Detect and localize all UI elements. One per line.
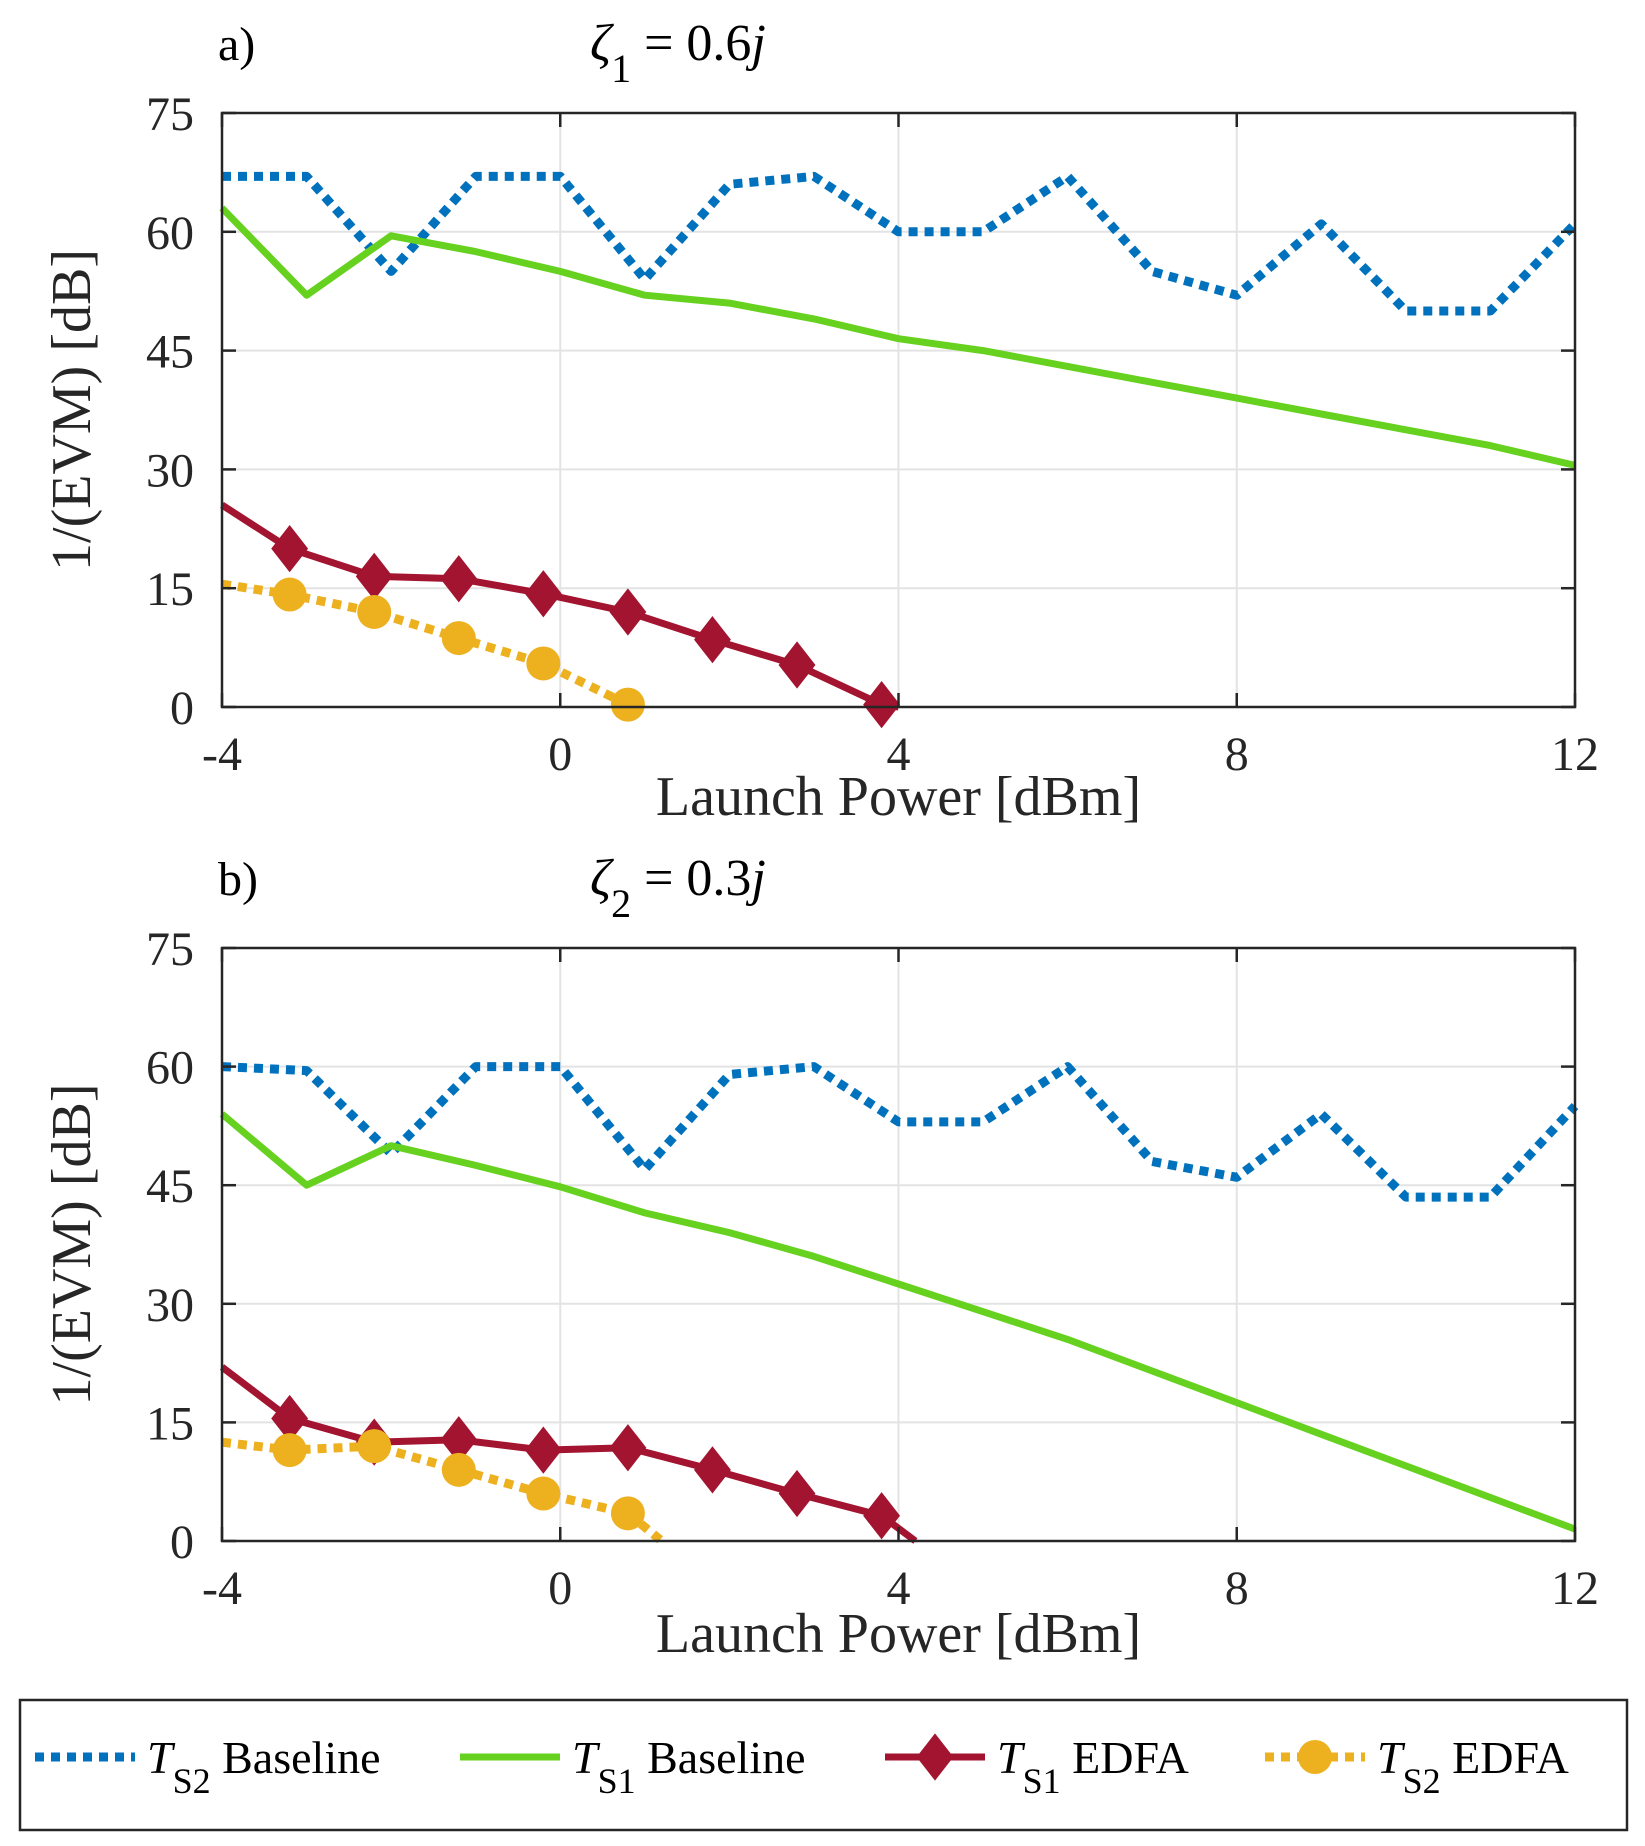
legend-label: TS2 Baseline [147, 1732, 381, 1801]
x-tick-label: -4 [202, 1562, 242, 1615]
x-axis-label: Launch Power [dBm] [656, 1603, 1141, 1665]
x-tick-label: 0 [548, 1562, 572, 1615]
series-line-ts1-baseline [219, 1111, 1577, 1533]
series-line-ts1-edfa [219, 1364, 918, 1544]
series-group [219, 1062, 1579, 1545]
data-point-ts1-edfa [524, 1426, 562, 1474]
data-point-ts1-edfa [271, 524, 309, 573]
data-point-ts2-edfa [610, 1496, 645, 1531]
legend-item-ts1-edfa: TS1 EDFA [885, 1732, 1189, 1801]
data-point-ts2-edfa [526, 1476, 561, 1511]
y-tick-label: 0 [170, 682, 194, 735]
y-tick-label: 15 [146, 563, 194, 616]
x-tick-label: 12 [1551, 1562, 1599, 1615]
data-point-ts2-edfa [272, 1433, 307, 1468]
y-tick-label: 30 [146, 1279, 194, 1332]
data-point-ts1-edfa [440, 555, 478, 603]
data-point-ts1-edfa [694, 1446, 731, 1494]
legend-item-ts2-baseline: TS2 Baseline [35, 1732, 381, 1801]
panel-label: a) [218, 18, 255, 71]
legend-box [18, 1698, 1629, 1832]
y-tick-label: 30 [146, 444, 194, 497]
data-point-ts2-edfa [441, 621, 476, 656]
y-tick-label: 60 [146, 1042, 194, 1095]
y-tick-label: 60 [146, 207, 194, 260]
legend-marker [1298, 1740, 1332, 1774]
panel-label: b) [218, 853, 258, 906]
y-tick-label: 0 [170, 1516, 194, 1569]
data-point-ts1-edfa [694, 616, 731, 664]
x-tick-label: -4 [202, 728, 242, 781]
x-tick-label: 8 [1225, 728, 1249, 781]
y-axis-label: 1/(EVM) [dB] [41, 1084, 103, 1406]
series-group [219, 171, 1579, 729]
data-point-ts1-edfa [863, 1492, 901, 1540]
y-tick-label: 45 [146, 326, 194, 379]
data-point-ts1-edfa [609, 588, 647, 636]
data-point-ts1-edfa [524, 570, 562, 618]
data-point-ts2-edfa [272, 577, 307, 612]
y-tick-label: 45 [146, 1160, 194, 1213]
y-axis-label: 1/(EVM) [dB] [41, 249, 103, 571]
x-tick-label: 8 [1225, 1562, 1249, 1615]
data-point-ts2-edfa [357, 594, 392, 629]
x-tick-label: 4 [887, 728, 911, 781]
legend: TS2 Baseline TS1 Baseline TS1 EDFA TS2 EDFA [18, 1698, 1629, 1832]
chart-title: ζ1 = 0.6j [590, 15, 766, 91]
data-point-ts2-edfa [441, 1452, 476, 1487]
legend-item-ts1-baseline: TS1 Baseline [460, 1732, 806, 1801]
legend-label: TS1 Baseline [572, 1732, 806, 1801]
x-axis-label: Launch Power [dBm] [656, 766, 1141, 828]
x-tick-label: 0 [548, 728, 572, 781]
series-line-ts1-edfa [220, 502, 899, 711]
legend-label: TS2 EDFA [1377, 1732, 1569, 1801]
data-point-ts1-edfa [778, 1469, 816, 1518]
y-tick-label: 75 [146, 923, 194, 976]
data-point-ts1-edfa [778, 641, 816, 689]
series-line-ts2-baseline [222, 171, 1579, 316]
data-point-ts1-edfa [863, 680, 901, 729]
chart-title: ζ2 = 0.3j [590, 850, 766, 926]
data-point-ts2-edfa [610, 687, 645, 722]
data-point-ts2-edfa [526, 646, 561, 681]
legend-label: TS1 EDFA [997, 1732, 1189, 1801]
data-point-ts1-edfa [609, 1424, 647, 1472]
x-tick-label: 4 [887, 1562, 911, 1615]
data-point-ts2-edfa [357, 1429, 392, 1464]
y-tick-label: 75 [146, 88, 194, 141]
x-tick-label: 12 [1551, 728, 1599, 781]
series-line-ts2-baseline [221, 1062, 1579, 1202]
y-tick-label: 15 [146, 1397, 194, 1450]
legend-item-ts2-edfa: TS2 EDFA [1265, 1732, 1569, 1801]
legend-marker [916, 1733, 954, 1781]
series-line-ts1-baseline [219, 205, 1576, 469]
